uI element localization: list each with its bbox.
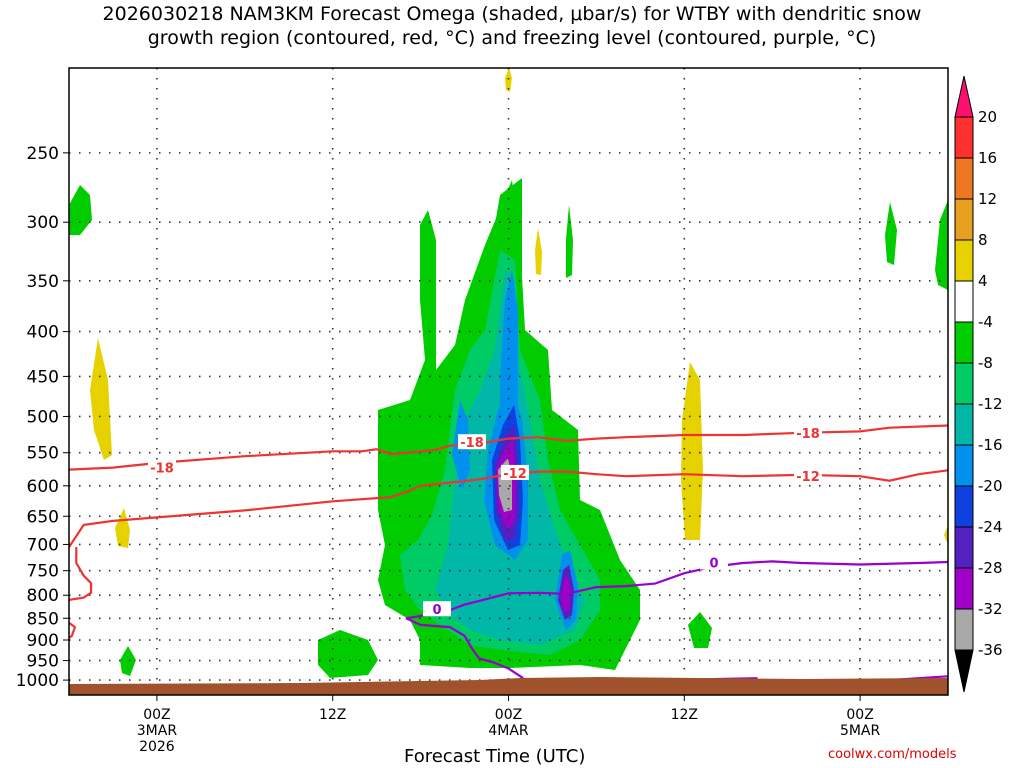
colorbar-label: 12 (978, 190, 997, 208)
omega-area-green-right-edge (935, 200, 948, 290)
contour-label-bg (148, 459, 176, 475)
y-tick-label: 500 (27, 407, 59, 427)
chart-title-line1: 2026030218 NAM3KM Forecast Omega (shaded… (102, 3, 922, 25)
colorbar-label: -28 (978, 559, 1003, 577)
colorbar-swatch (954, 116, 974, 159)
colorbar-swatch (954, 485, 974, 528)
contour-line (69, 621, 77, 639)
chart-title: 2026030218 NAM3KM Forecast Omega (shaded… (0, 2, 1024, 50)
contour-label: -18 (796, 427, 820, 442)
colorbar-swatch (954, 526, 974, 569)
y-tick-label: 250 (27, 144, 59, 164)
colorbar-label: -8 (978, 354, 993, 372)
colorbar-label: 20 (978, 108, 997, 126)
colorbar-label: 4 (978, 272, 988, 290)
contour-label-bg (700, 554, 728, 570)
colorbar-swatch (954, 157, 974, 200)
colorbar: 20 16 12 8 4 -4 -8 -12 -16 -20 -24 -28 -32 -36 (954, 75, 1003, 693)
source-credit: coolwx.com/models (828, 747, 957, 762)
colorbar-swatch (954, 321, 974, 364)
colorbar-swatch (954, 198, 974, 241)
colorbar-label: -24 (978, 518, 1003, 536)
x-tick-label: 12Z (319, 707, 346, 723)
y-tick-label: 750 (27, 562, 59, 582)
y-tick-label: 300 (27, 213, 59, 233)
colorbar-swatch (954, 280, 974, 323)
omega-area-yellow2 (115, 508, 130, 548)
contour-line (69, 547, 93, 601)
contour-label: -18 (460, 436, 484, 451)
omega-area-green-left-top (69, 185, 92, 235)
y-tick-label: 850 (27, 609, 59, 629)
terrain-ground (69, 677, 948, 695)
colorbar-bottom-arrow (954, 649, 974, 693)
x-tick-label: 5MAR (840, 723, 881, 739)
y-tick-label: 800 (27, 586, 59, 606)
contour-label-bg (423, 601, 451, 617)
omega-area-green-upper-right (885, 202, 897, 265)
colorbar-label: -32 (978, 600, 1003, 618)
omega-area-green-low2 (120, 646, 136, 676)
y-tick-label: 450 (27, 367, 59, 387)
contour-label: -12 (503, 467, 527, 482)
temperature-contours: -18 -18 -18 -12 -12 0 0 (69, 424, 948, 684)
y-tick-label: 350 (27, 272, 59, 292)
terrain (69, 677, 948, 695)
contour-line (405, 617, 524, 680)
contour-label-bg (794, 424, 822, 440)
omega-area-green-spike2 (566, 205, 573, 278)
contour-label-bg (458, 434, 486, 450)
omega-area-green-low3 (688, 612, 712, 648)
omega-area-yellow3 (681, 362, 703, 540)
x-tick-label: 00Z (495, 707, 522, 723)
contour-label: 0 (432, 603, 441, 618)
x-tick-label: 00Z (143, 707, 170, 723)
y-tick-label: 900 (27, 631, 59, 651)
x-tick-label: 3MAR (137, 723, 178, 739)
omega-area-green-low1 (318, 630, 378, 678)
y-tick-label: 1000 (16, 671, 59, 691)
omega-area-yellow6 (944, 525, 948, 545)
chart-title-line2: growth region (contoured, red, °C) and f… (147, 27, 877, 49)
colorbar-swatch (954, 444, 974, 487)
colorbar-label: -4 (978, 313, 993, 331)
colorbar-label: 16 (978, 149, 997, 167)
contour-label-bg (794, 468, 822, 484)
contour-label-bg (501, 464, 529, 480)
omega-area-yellow1 (90, 338, 112, 460)
colorbar-swatch (954, 403, 974, 446)
colorbar-swatch (954, 567, 974, 610)
colorbar-label: -36 (978, 641, 1003, 659)
contour-label: -18 (150, 462, 174, 477)
colorbar-label: 8 (978, 231, 988, 249)
colorbar-top-arrow (954, 75, 974, 118)
y-tick-label: 600 (27, 477, 59, 497)
x-axis-label: Forecast Time (UTC) (404, 746, 586, 767)
x-tick-label: 12Z (671, 707, 698, 723)
omega-shading (69, 68, 948, 678)
x-tick-label: 4MAR (488, 723, 529, 739)
contour-label: 0 (709, 556, 718, 571)
y-tick-label: 550 (27, 444, 59, 464)
contour-line (405, 560, 948, 620)
colorbar-label: -20 (978, 477, 1003, 495)
omega-area-yellow5 (505, 68, 512, 92)
colorbar-label: -12 (978, 395, 1003, 413)
x-tick-label: 2026 (139, 739, 175, 755)
y-tick-label: 700 (27, 535, 59, 555)
colorbar-swatch (954, 239, 974, 282)
y-tick-label: 400 (27, 323, 59, 343)
y-tick-label: 650 (27, 507, 59, 527)
y-axis: 2503003504004505005506006507007508008509… (16, 144, 69, 691)
y-tick-label: 950 (27, 652, 59, 672)
x-tick-label: 00Z (846, 707, 873, 723)
colorbar-label: -16 (978, 436, 1003, 454)
omega-area-yellow4 (535, 228, 542, 275)
contour-label: -12 (796, 470, 820, 485)
colorbar-swatch (954, 608, 974, 651)
colorbar-swatch (954, 362, 974, 405)
